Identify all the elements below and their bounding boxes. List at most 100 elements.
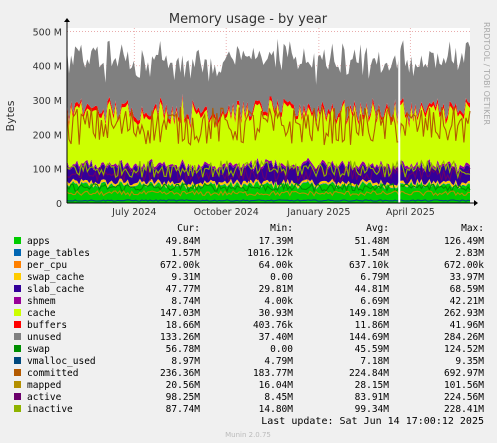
y-axis-label: Bytes	[4, 100, 17, 131]
legend-avg: 45.59M	[355, 344, 390, 355]
legend-min: 14.80M	[259, 404, 294, 415]
legend-swatch-swap_cache	[14, 273, 21, 280]
y-tick-label: 0	[56, 199, 62, 210]
legend-swatch-active	[14, 393, 21, 400]
legend-cur: 47.77M	[166, 284, 201, 295]
legend-cur: 87.74M	[166, 404, 201, 415]
line-committed	[66, 105, 471, 146]
legend-name: inactive	[27, 404, 73, 415]
legend-name: swap_cache	[27, 272, 84, 283]
legend-swatch-unused	[14, 333, 21, 340]
legend-name: per_cpu	[27, 260, 67, 271]
legend-max: 33.97M	[450, 272, 485, 283]
line-inactive	[66, 159, 471, 180]
x-tick-label: July 2024	[111, 207, 156, 218]
legend-max: 672.00k	[444, 260, 484, 271]
x-tick-labels: July 2024 October 2024 January 2025 April 2…	[111, 207, 435, 218]
legend-swatch-per_cpu	[14, 261, 21, 268]
legend-max: 224.56M	[444, 392, 484, 403]
legend-cur: 56.78M	[166, 344, 201, 355]
x-tick-label: January 2025	[286, 207, 350, 218]
legend-name: committed	[27, 368, 78, 379]
legend-avg: 149.18M	[349, 308, 389, 319]
legend-name: apps	[27, 236, 50, 247]
legend-swatch-apps	[14, 237, 21, 244]
legend-avg: 51.48M	[355, 236, 390, 247]
legend-cur: 49.84M	[166, 236, 201, 247]
legend-min: 16.04M	[259, 380, 294, 391]
legend-max: 692.97M	[444, 368, 484, 379]
area-cache	[67, 97, 470, 172]
line-mapped	[66, 189, 470, 197]
legend-max: 68.59M	[450, 284, 485, 295]
line-vmalloc_used	[66, 199, 471, 202]
legend-cur: 236.36M	[160, 368, 200, 379]
legend-swatch-inactive	[14, 405, 21, 412]
legend-name: mapped	[27, 380, 61, 391]
legend-avg: 224.84M	[349, 368, 389, 379]
legend-max: 41.96M	[450, 320, 485, 331]
legend-swatch-page_tables	[14, 249, 21, 256]
legend-min: 4.79M	[264, 356, 293, 367]
legend-swatch-swap	[14, 345, 21, 352]
legend-cur: 8.74M	[171, 296, 200, 307]
munin-version: Munin 2.0.75	[225, 431, 271, 439]
legend-avg: 44.81M	[355, 284, 390, 295]
legend-cur: 672.00k	[160, 260, 200, 271]
x-axis-arrow	[474, 200, 478, 206]
last-update: Last update: Sat Jun 14 17:00:12 2025	[261, 416, 484, 427]
legend-avg: 6.69M	[360, 296, 389, 307]
x-tick-label: April 2025	[386, 207, 435, 218]
legend-avg: 637.10k	[349, 260, 389, 271]
legend-min: 183.77M	[253, 368, 293, 379]
y-tick-label: 200 M	[33, 130, 62, 141]
axes	[64, 18, 478, 206]
legend-name: swap	[27, 344, 50, 355]
legend-swatch-mapped	[14, 381, 21, 388]
legend-max: 126.49M	[444, 236, 484, 247]
legend-name: unused	[27, 332, 61, 343]
area-swap_cache	[67, 178, 470, 189]
legend-avg: 11.86M	[355, 320, 390, 331]
legend-avg: 28.15M	[355, 380, 390, 391]
legend-max: 2.83M	[455, 248, 484, 259]
legend-min: 8.45M	[264, 392, 293, 403]
legend-header: Avg:	[366, 223, 389, 234]
y-tick-labels: 0 100 M 200 M 300 M 400 M 500 M	[33, 27, 62, 210]
legend: Cur: Min: Avg: Max: apps 49.84M 17.39M 51.48M 12…	[14, 223, 484, 415]
legend-header: Cur:	[177, 223, 200, 234]
legend-min: 64.00k	[259, 260, 294, 271]
legend-swatch-buffers	[14, 321, 21, 328]
legend-min: 0.00	[270, 344, 293, 355]
legend-swatch-cache	[14, 309, 21, 316]
legend-cur: 98.25M	[166, 392, 201, 403]
area-buffers	[67, 93, 470, 129]
legend-avg: 6.79M	[360, 272, 389, 283]
legend-min: 17.39M	[259, 236, 294, 247]
legend-avg: 1.54M	[360, 248, 389, 259]
data-gap	[398, 28, 401, 203]
legend-min: 0.00	[270, 272, 293, 283]
legend-avg: 83.91M	[355, 392, 390, 403]
y-tick-label: 500 M	[33, 27, 62, 38]
legend-min: 1016.12k	[247, 248, 293, 259]
legend-max: 124.52M	[444, 344, 484, 355]
legend-max: 228.41M	[444, 404, 484, 415]
legend-swatch-vmalloc_used	[14, 357, 21, 364]
legend-avg: 144.69M	[349, 332, 389, 343]
legend-max: 284.26M	[444, 332, 484, 343]
legend-avg: 7.18M	[360, 356, 389, 367]
legend-cur: 8.97M	[171, 356, 200, 367]
legend-name: shmem	[27, 296, 56, 307]
legend-name: active	[27, 392, 62, 403]
legend-max: 101.56M	[444, 380, 484, 391]
x-tick-label: October 2024	[194, 207, 259, 218]
legend-header: Max:	[461, 223, 484, 234]
legend-swatch-slab_cache	[14, 285, 21, 292]
legend-cur: 18.66M	[166, 320, 201, 331]
legend-max: 9.35M	[455, 356, 484, 367]
legend-max: 42.21M	[450, 296, 485, 307]
legend-cur: 9.31M	[171, 272, 200, 283]
area-unused	[67, 38, 470, 125]
